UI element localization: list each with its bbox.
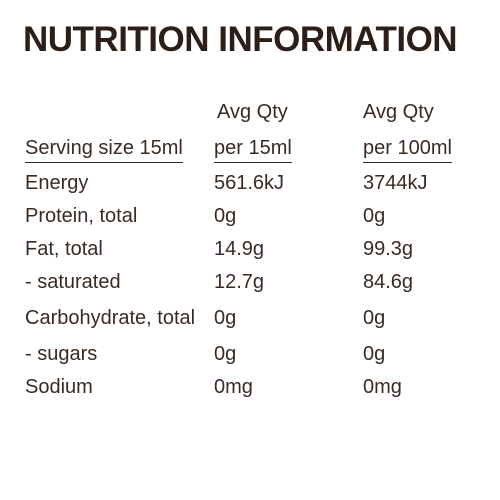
column-header-per-serving-line1: Avg Qty (217, 101, 288, 123)
protein-per-100ml: 0g (363, 205, 386, 227)
row-label-sodium: Sodium (25, 376, 93, 398)
fat-per-100ml: 99.3g (363, 238, 414, 260)
column-header-per-100ml-line1: Avg Qty (363, 101, 434, 123)
column-header-per-serving-line2: per 15ml (214, 135, 292, 163)
energy-per-100ml: 3744kJ (363, 172, 428, 194)
sodium-per-100ml: 0mg (363, 376, 402, 398)
fat-per-serving: 14.9g (214, 238, 265, 260)
sugars-per-100ml: 0g (363, 343, 386, 365)
carbohydrate-per-100ml: 0g (363, 307, 386, 329)
sugars-per-serving: 0g (214, 343, 237, 365)
saturated-per-serving: 12.7g (214, 271, 265, 293)
energy-per-serving: 561.6kJ (214, 172, 285, 194)
serving-size-label: Serving size 15ml (25, 135, 183, 163)
row-label-sugars: - sugars (25, 343, 98, 365)
row-label-protein: Protein, total (25, 205, 138, 227)
panel-title: NUTRITION INFORMATION (23, 20, 458, 59)
row-label-saturated: - saturated (25, 271, 121, 293)
sodium-per-serving: 0mg (214, 376, 253, 398)
saturated-per-100ml: 84.6g (363, 271, 414, 293)
row-label-carbohydrate: Carbohydrate, total (25, 307, 196, 329)
row-label-fat: Fat, total (25, 238, 103, 260)
protein-per-serving: 0g (214, 205, 237, 227)
carbohydrate-per-serving: 0g (214, 307, 237, 329)
row-label-energy: Energy (25, 172, 89, 194)
column-header-per-100ml-line2: per 100ml (363, 135, 452, 163)
